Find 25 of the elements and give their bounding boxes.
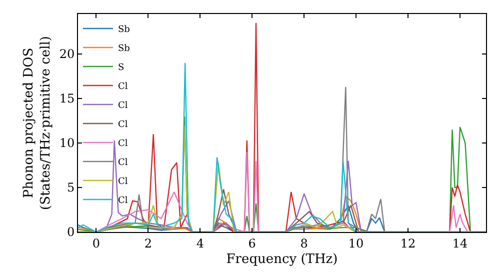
x-tick-label: 8	[300, 236, 308, 250]
x-tick-label: 6	[248, 236, 256, 250]
y-tick-label: 5	[66, 180, 75, 195]
y-tick-label: 0	[66, 225, 75, 240]
legend-label: Cl	[118, 101, 128, 112]
y-tick-label: 15	[59, 92, 75, 106]
legend-label: Sb	[118, 25, 130, 36]
x-tick-label: 0	[92, 236, 100, 250]
legend-label: Sb	[118, 44, 130, 54]
y-axis-title: Phonon projected DOS (States/THz·primitive cell)	[21, 36, 54, 210]
x-axis-title: Frequency (THz)	[226, 252, 338, 267]
y-tick-label: 10	[59, 136, 75, 150]
x-tick-label: 4	[196, 236, 204, 250]
legend-label: Cl	[118, 82, 128, 92]
legend-label: Cl	[118, 177, 128, 188]
x-tick-label: 12	[400, 236, 416, 250]
x-tick-label: 14	[452, 236, 468, 250]
x-tick-label: 10	[348, 236, 364, 250]
legend-label: Cl	[118, 139, 128, 150]
legend-label: Cl	[118, 120, 128, 130]
legend-label: Cl	[118, 196, 128, 206]
legend-label: S	[118, 63, 124, 74]
x-tick-label: 2	[144, 236, 152, 250]
legend-label: Cl	[118, 158, 128, 168]
y-tick-label: 20	[59, 47, 75, 62]
